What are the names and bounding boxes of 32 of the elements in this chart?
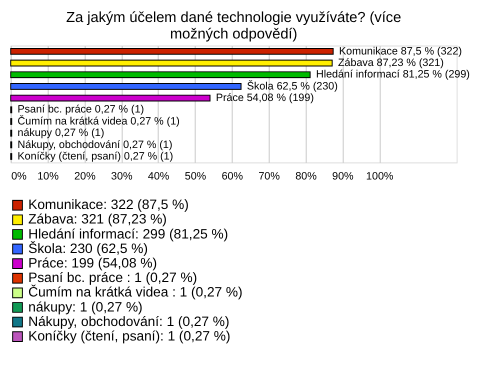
data-label: Čumím na krátká videa 0,27 % (1) bbox=[18, 114, 180, 128]
legend-label: Nákupy, obchodování: 1 (0,27 %) bbox=[28, 314, 230, 329]
data-label: Komunikace 87,5 % (322) bbox=[339, 45, 462, 58]
legend-label: Škola: 230 (62,5 %) bbox=[28, 240, 148, 256]
legend-label: Práce: 199 (54,08 %) bbox=[28, 256, 157, 271]
data-label: nákupy 0,27 % (1) bbox=[18, 127, 104, 140]
data-label: Hledání informací 81,25 % (299) bbox=[316, 68, 470, 81]
data-label: Škola 62,5 % (230) bbox=[246, 79, 338, 92]
x-tick-label: 30% bbox=[111, 170, 133, 182]
data-label: Koníčky (čtení, psaní) 0,27 % (1) bbox=[18, 150, 174, 162]
x-tick-label: 70% bbox=[258, 170, 280, 182]
x-tick-label: 10% bbox=[37, 170, 60, 182]
x-tick-label: 80% bbox=[295, 170, 318, 182]
x-tick-label: 0% bbox=[11, 170, 28, 182]
x-tick-label: 40% bbox=[148, 170, 170, 182]
legend-label: Čumím na krátká videa : 1 (0,27 %) bbox=[28, 284, 243, 300]
x-tick-label: 50% bbox=[184, 170, 207, 182]
legend-label: Koníčky (čtení, psaní): 1 (0,27 %) bbox=[28, 328, 230, 344]
x-tick-label: 90% bbox=[332, 170, 354, 182]
x-tick-label: 20% bbox=[74, 170, 96, 182]
legend-label: Psaní bc. práce : 1 (0,27 %) bbox=[28, 270, 198, 286]
data-label: Práce 54,08 % (199) bbox=[216, 92, 314, 104]
data-label: Nákupy, obchodování 0,27 % (1) bbox=[18, 138, 172, 151]
legend-label: Zábava: 321 (87,23 %) bbox=[28, 212, 167, 227]
data-label: Psaní bc. práce 0,27 % (1) bbox=[18, 104, 144, 116]
legend-label: nákupy: 1 (0,27 %) bbox=[28, 299, 143, 314]
legend-label: Hledání informací: 299 (81,25 %) bbox=[28, 226, 228, 242]
data-label: Zábava 87,23 % (321) bbox=[338, 56, 444, 69]
x-tick-label: 60% bbox=[222, 170, 244, 182]
x-tick-label: 100% bbox=[366, 170, 394, 182]
chart-title: Za jakým účelem dané technologie využíváte? (více možných odpovědí) bbox=[66, 10, 402, 43]
legend-label: Komunikace: 322 (87,5 %) bbox=[28, 197, 189, 212]
